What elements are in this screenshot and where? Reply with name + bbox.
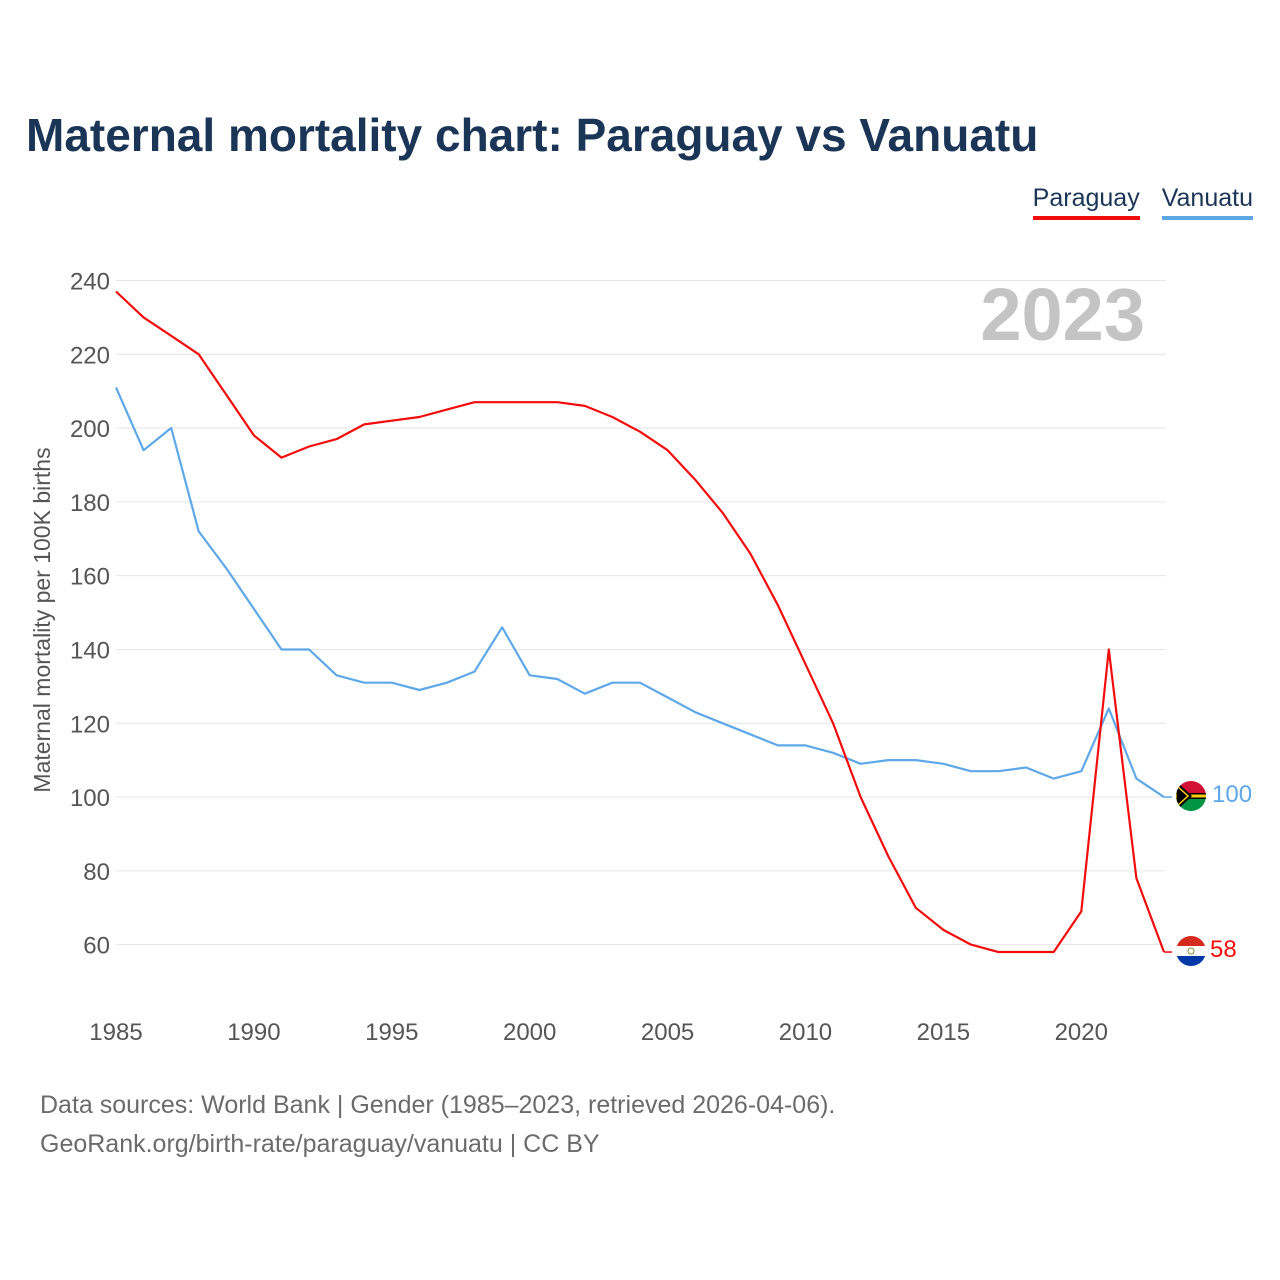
page-title: Maternal mortality chart: Paraguay vs Va…: [26, 109, 1039, 161]
x-tick-label: 2020: [1055, 1019, 1108, 1046]
gridlines: [116, 279, 1166, 946]
y-tick-label: 140: [70, 637, 110, 664]
y-axis-label: Maternal mortality per 100K births: [29, 447, 55, 792]
legend-item-paraguay[interactable]: Paraguay: [1032, 184, 1140, 220]
footer: Data sources: World Bank | Gender (1985–…: [40, 1086, 835, 1164]
series-lines: [114, 290, 1172, 954]
series-line-paraguay[interactable]: [115, 290, 1166, 954]
footer-sources: Data sources: World Bank | Gender (1985–…: [40, 1091, 836, 1119]
y-tick-label: 240: [70, 268, 110, 295]
x-tick-label: 1995: [365, 1019, 418, 1046]
x-tick-label: 1990: [227, 1019, 280, 1046]
y-tick-label: 200: [70, 416, 110, 443]
vanuatu-flag-icon: [1176, 781, 1206, 811]
y-tick-label: 100: [70, 785, 110, 812]
vanuatu-end-label: 100: [1212, 781, 1252, 808]
footer-link[interactable]: GeoRank.org/birth-rate/paraguay/vanuatu …: [40, 1130, 600, 1158]
y-axis-ticks: 60 80 100 120 140 160 180 200 220 240: [70, 268, 110, 959]
y-tick-label: 220: [70, 342, 110, 369]
paraguay-end-label: 58: [1210, 936, 1237, 963]
paraguay-flag-icon: [1176, 936, 1206, 966]
legend-item-vanuatu[interactable]: Vanuatu: [1161, 184, 1253, 220]
y-tick-label: 120: [70, 711, 110, 738]
series-line-vanuatu[interactable]: [114, 387, 1165, 798]
legend: Paraguay Vanuatu: [1032, 184, 1253, 220]
x-tick-label: 2015: [917, 1019, 970, 1046]
year-watermark: 2023: [980, 273, 1145, 356]
y-tick-label: 180: [70, 490, 110, 517]
x-axis-ticks: 1985 1990 1995 2000 2005 2010 2015 2020: [89, 1019, 1108, 1046]
y-tick-label: 60: [83, 933, 110, 960]
x-tick-label: 2005: [641, 1019, 694, 1046]
y-tick-label: 160: [70, 564, 110, 591]
x-tick-label: 1985: [89, 1019, 142, 1046]
y-tick-label: 80: [83, 859, 110, 886]
x-tick-label: 2000: [503, 1019, 556, 1046]
x-tick-label: 2010: [779, 1019, 832, 1046]
